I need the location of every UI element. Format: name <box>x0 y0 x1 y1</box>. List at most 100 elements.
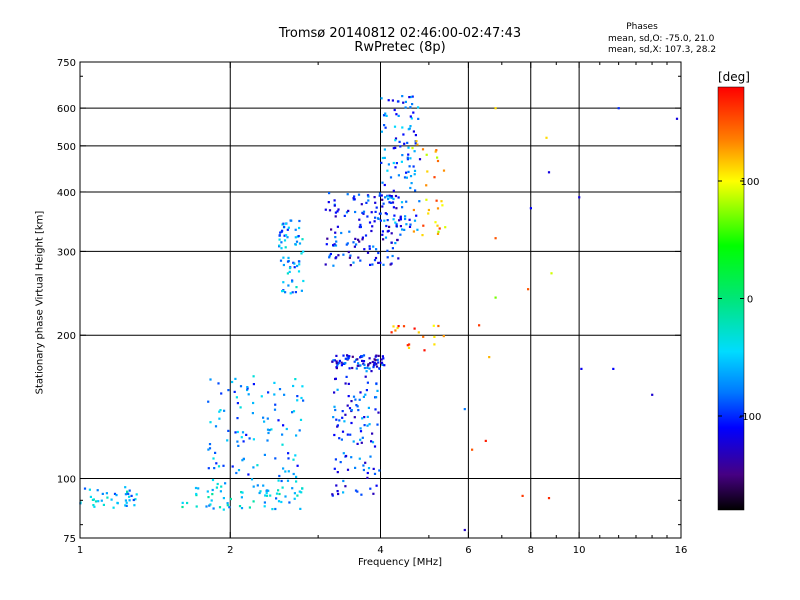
phases-o-mode: mean, sd,O: -75.0, 21.0 <box>608 34 715 44</box>
echo-point <box>371 432 374 435</box>
echo-point <box>223 409 226 412</box>
x-tick-label: 2 <box>227 545 233 556</box>
echo-point <box>436 232 440 235</box>
echo-point <box>362 210 366 213</box>
echo-point <box>274 457 277 460</box>
echo-point <box>297 235 300 238</box>
echo-point <box>373 445 377 448</box>
echo-point <box>278 492 281 496</box>
echo-point <box>356 442 359 445</box>
echo-point <box>376 389 379 392</box>
echo-point <box>389 196 392 199</box>
echo-point <box>367 195 370 198</box>
echo-point <box>408 225 412 228</box>
echo-point <box>433 176 436 179</box>
echo-point <box>413 327 416 330</box>
colorbar-tick-label: -100 <box>739 412 762 423</box>
echo-point <box>336 225 339 228</box>
echo-point <box>386 219 389 222</box>
echo-point <box>300 252 303 255</box>
echo-point <box>436 159 440 163</box>
echo-point <box>247 473 250 476</box>
echo-point <box>437 230 440 233</box>
echo-point <box>336 471 339 474</box>
echo-point <box>580 367 583 370</box>
echo-point <box>218 417 221 420</box>
echo-point <box>401 206 404 209</box>
echo-point <box>651 393 654 396</box>
echo-point <box>360 355 363 358</box>
echo-point <box>374 408 377 411</box>
echo-point <box>353 360 356 363</box>
echo-point <box>617 107 620 110</box>
echo-point <box>234 431 237 434</box>
echo-point <box>112 506 115 509</box>
echo-point <box>379 219 382 222</box>
echo-point <box>207 448 210 451</box>
echo-point <box>335 256 338 259</box>
echo-point <box>359 427 362 430</box>
echo-point <box>369 487 372 490</box>
echo-point <box>286 236 289 239</box>
echo-point <box>368 247 371 250</box>
echo-point <box>220 392 223 395</box>
echo-point <box>234 377 237 380</box>
echo-point <box>346 433 349 436</box>
grid-lines <box>80 62 681 538</box>
echo-point <box>407 146 410 149</box>
echo-point <box>381 205 384 208</box>
echo-point <box>289 292 292 295</box>
echo-point <box>416 228 419 231</box>
echo-point <box>359 364 362 367</box>
echo-point <box>241 491 244 494</box>
echo-point <box>340 361 343 364</box>
echo-point <box>334 408 337 412</box>
echo-point <box>342 479 345 483</box>
echo-point <box>298 263 301 266</box>
echo-point <box>292 410 296 413</box>
echo-point <box>336 388 339 391</box>
echo-point <box>366 194 370 197</box>
echo-point <box>422 335 425 338</box>
echo-point <box>298 429 301 432</box>
echo-point <box>392 147 395 150</box>
echo-point <box>404 100 407 103</box>
echo-point <box>383 148 386 151</box>
echo-point <box>422 224 425 227</box>
echo-point <box>545 136 548 139</box>
echo-point <box>362 354 366 357</box>
echo-point <box>344 485 347 488</box>
echo-point <box>405 200 408 203</box>
echo-point <box>213 467 216 470</box>
echo-point <box>240 507 244 510</box>
echo-point <box>217 382 220 385</box>
echo-point <box>334 231 337 234</box>
echo-point <box>226 502 229 505</box>
echo-point <box>401 95 404 98</box>
echo-point <box>437 324 440 328</box>
echo-point <box>258 491 261 495</box>
echo-point <box>397 325 400 328</box>
colorbar-unit-label: [deg] <box>718 70 750 84</box>
echo-point <box>298 226 301 230</box>
echo-point <box>351 355 354 358</box>
echo-point <box>380 161 383 164</box>
echo-point <box>350 409 353 412</box>
echo-point <box>110 498 113 501</box>
echo-point <box>414 189 417 192</box>
echo-point <box>383 183 386 187</box>
echo-point <box>357 193 361 196</box>
echo-point <box>367 199 370 202</box>
echo-point <box>389 201 393 204</box>
echo-point <box>246 387 249 390</box>
echo-point <box>218 506 222 509</box>
echo-point <box>384 126 387 129</box>
echo-point <box>382 263 385 266</box>
echo-point <box>263 501 266 504</box>
echo-point <box>547 171 551 174</box>
echo-point <box>359 438 362 441</box>
echo-point <box>266 489 269 492</box>
echo-point <box>324 263 327 266</box>
echo-point <box>397 196 400 199</box>
echo-point <box>324 208 327 211</box>
